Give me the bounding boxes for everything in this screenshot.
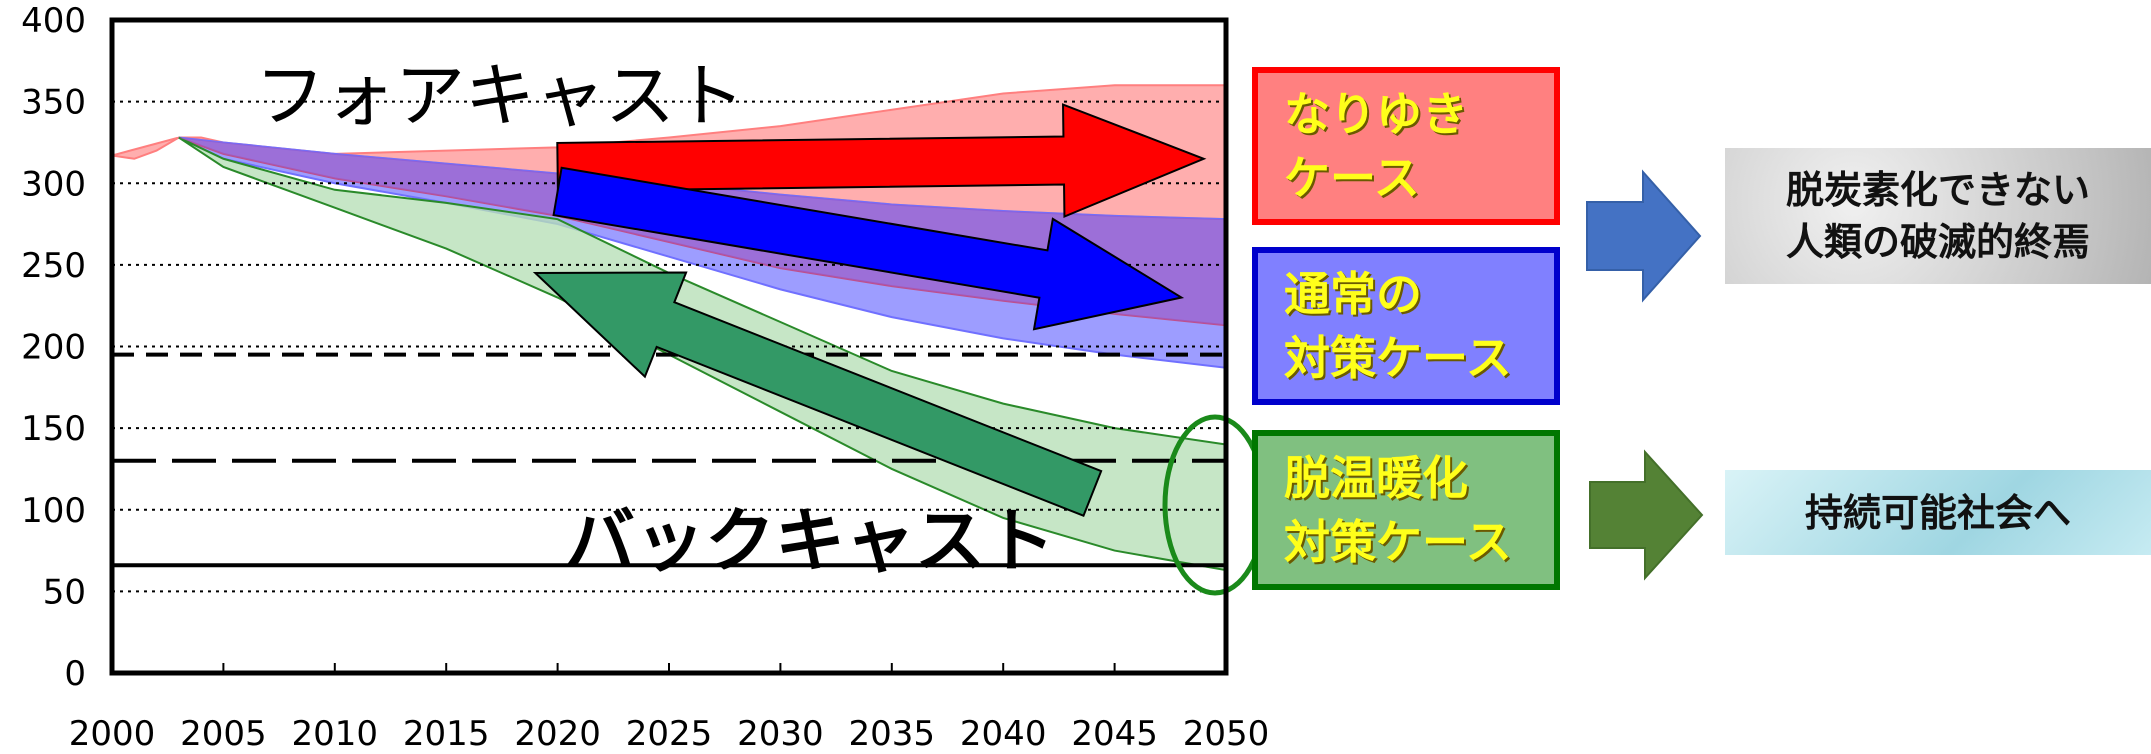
case-label-datsu: 脱温暖化 対策ケース	[1284, 451, 1512, 569]
result-box-good: 持続可能社会へ	[1725, 470, 2151, 555]
case-label-normal: 通常の 対策ケース	[1284, 267, 1512, 385]
trend-arrow-2	[552, 166, 1185, 331]
trend-arrow-1	[556, 103, 1207, 219]
x-tick-label: 2035	[849, 714, 936, 754]
backcast-label: バックキャスト	[565, 500, 1055, 582]
y-tick-label: 300	[21, 164, 86, 204]
x-tick-label: 2000	[69, 714, 156, 754]
result-text-good: 持続可能社会へ	[1804, 490, 2071, 535]
x-tick-label: 2040	[960, 714, 1047, 754]
y-tick-label: 200	[21, 328, 86, 368]
result-box-bad: 脱炭素化できない 人類の破滅的終焉	[1725, 148, 2151, 284]
result-arrow-good	[1589, 449, 1704, 581]
x-tick-label: 2010	[292, 714, 379, 754]
case-label-narigyuki: なりゆき ケース	[1284, 87, 1468, 205]
x-tick-label: 2025	[626, 714, 713, 754]
result-arrow-bad	[1586, 169, 1702, 303]
case-box-datsu: 脱温暖化 対策ケース	[1252, 430, 1560, 590]
x-tick-label: 2030	[737, 714, 824, 754]
x-tick-label: 2015	[403, 714, 490, 754]
case-box-normal: 通常の 対策ケース	[1252, 247, 1560, 405]
y-tick-label: 250	[21, 246, 86, 286]
case-box-narigyuki: なりゆき ケース	[1252, 67, 1560, 225]
y-tick-label: 0	[64, 654, 86, 694]
x-tick-label: 2045	[1071, 714, 1158, 754]
x-tick-label: 2020	[514, 714, 601, 754]
y-tick-label: 150	[21, 409, 86, 449]
trend-arrow-3	[532, 271, 1103, 518]
x-tick-label: 2005	[180, 714, 267, 754]
y-tick-label: 50	[43, 572, 86, 612]
forecast-label: フォアキャスト	[255, 55, 745, 137]
y-tick-label: 400	[21, 1, 86, 41]
y-tick-label: 100	[21, 491, 86, 531]
result-text-bad: 脱炭素化できない 人類の破滅的終焉	[1785, 168, 2090, 264]
x-tick-label: 2050	[1183, 714, 1270, 754]
y-tick-label: 350	[21, 83, 86, 123]
